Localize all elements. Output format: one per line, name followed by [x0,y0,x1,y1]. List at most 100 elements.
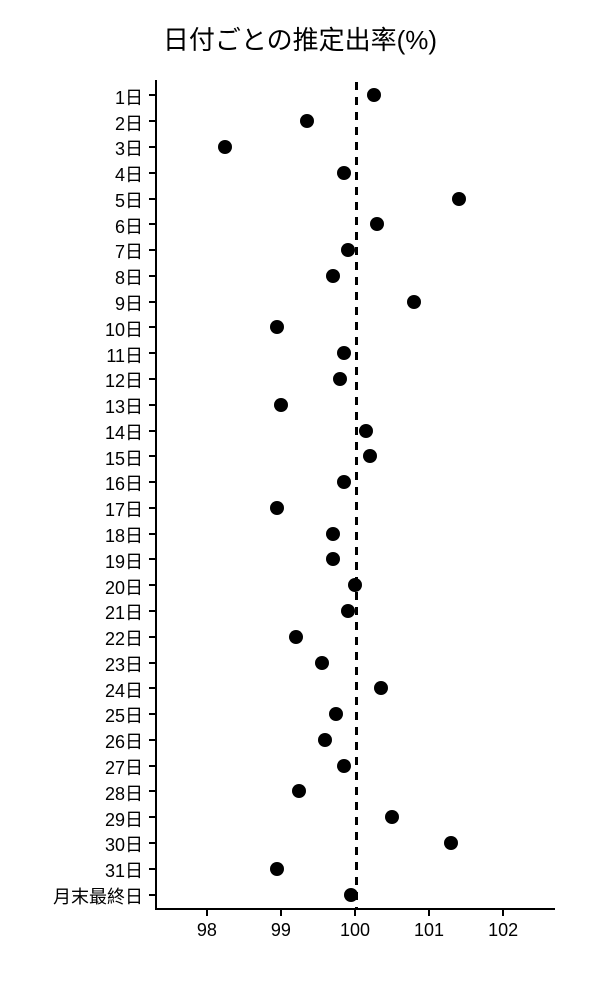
y-axis-label: 12日 [0,367,143,393]
x-tick [280,910,282,916]
y-axis-label: 5日 [0,187,143,213]
y-axis-label: 30日 [0,831,143,857]
data-point [300,114,314,128]
x-axis-label: 100 [340,920,370,941]
y-tick [149,172,155,174]
y-axis-label: 31日 [0,857,143,883]
y-tick [149,790,155,792]
y-axis-line [155,80,157,910]
data-point [444,836,458,850]
y-axis-label: 13日 [0,393,143,419]
y-axis-label: 23日 [0,651,143,677]
data-point [326,552,340,566]
data-point [292,784,306,798]
y-tick [149,687,155,689]
y-tick [149,404,155,406]
y-axis-label: 22日 [0,625,143,651]
x-axis-label: 102 [488,920,518,941]
data-point [348,578,362,592]
y-axis-label: 6日 [0,213,143,239]
y-tick [149,481,155,483]
y-axis-label: 27日 [0,754,143,780]
chart-container: 日付ごとの推定出率(%) 1日2日3日4日5日6日7日8日9日10日11日12日… [0,0,600,1000]
y-tick [149,120,155,122]
y-tick [149,249,155,251]
x-axis-label: 98 [197,920,217,941]
y-tick [149,894,155,896]
plot-area: 1日2日3日4日5日6日7日8日9日10日11日12日13日14日15日16日1… [155,80,555,910]
data-point [270,862,284,876]
y-axis-label: 1日 [0,84,143,110]
y-tick [149,765,155,767]
x-axis-label: 99 [271,920,291,941]
chart-title: 日付ごとの推定出率(%) [0,20,600,57]
y-tick [149,842,155,844]
data-point [341,604,355,618]
x-tick [502,910,504,916]
y-axis-label: 24日 [0,677,143,703]
x-tick [206,910,208,916]
y-tick [149,223,155,225]
y-axis-label: 29日 [0,806,143,832]
y-axis-label: 9日 [0,290,143,316]
y-tick [149,146,155,148]
data-point [452,192,466,206]
data-point [289,630,303,644]
data-point [370,217,384,231]
data-point [363,449,377,463]
data-point [367,88,381,102]
data-point [359,424,373,438]
y-axis-label: 28日 [0,780,143,806]
y-tick [149,275,155,277]
y-tick [149,816,155,818]
x-tick [354,910,356,916]
y-axis-label: 3日 [0,135,143,161]
y-axis-label: 26日 [0,728,143,754]
data-point [315,656,329,670]
y-tick [149,636,155,638]
y-tick [149,610,155,612]
y-tick [149,378,155,380]
y-axis-label: 18日 [0,522,143,548]
y-axis-label: 4日 [0,161,143,187]
y-tick [149,533,155,535]
data-point [344,888,358,902]
data-point [218,140,232,154]
y-tick [149,94,155,96]
y-tick [149,739,155,741]
data-point [374,681,388,695]
y-axis-label: 2日 [0,110,143,136]
y-axis-label: 8日 [0,264,143,290]
y-axis-label: 15日 [0,445,143,471]
y-tick [149,662,155,664]
y-tick [149,558,155,560]
data-point [385,810,399,824]
y-tick [149,198,155,200]
data-point [270,320,284,334]
y-axis-label: 16日 [0,470,143,496]
y-axis-label: 20日 [0,574,143,600]
y-axis-label: 月末最終日 [0,883,143,909]
y-axis-label: 25日 [0,702,143,728]
data-point [270,501,284,515]
y-tick [149,301,155,303]
y-axis-label: 17日 [0,496,143,522]
y-tick [149,352,155,354]
y-tick [149,455,155,457]
y-axis-label: 10日 [0,316,143,342]
data-point [318,733,332,747]
data-point [337,166,351,180]
x-tick [428,910,430,916]
data-point [326,269,340,283]
data-point [337,346,351,360]
y-axis-label: 11日 [0,342,143,368]
y-axis-label: 21日 [0,599,143,625]
data-point [326,527,340,541]
data-point [329,707,343,721]
data-point [407,295,421,309]
data-point [274,398,288,412]
reference-line [355,82,358,908]
y-tick [149,584,155,586]
data-point [337,475,351,489]
data-point [333,372,347,386]
